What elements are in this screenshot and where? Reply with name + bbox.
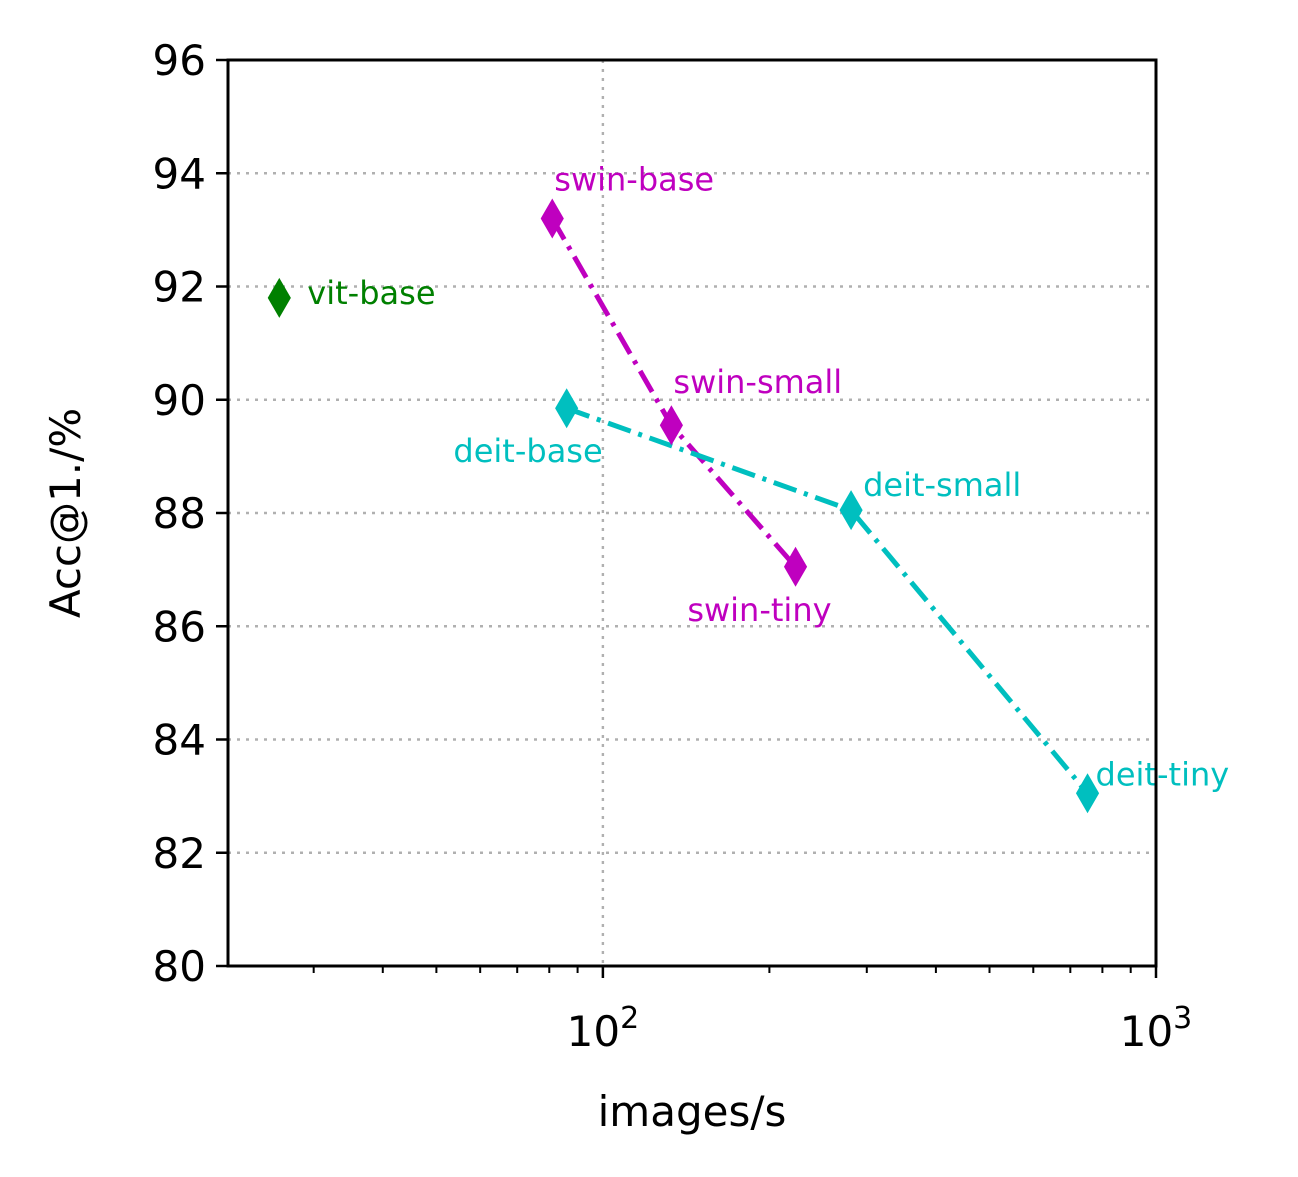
y-tick-label: 86	[153, 602, 206, 651]
point-label: swin-small	[673, 363, 842, 401]
point-marker	[839, 490, 863, 531]
grid-lines	[228, 60, 1156, 966]
point-marker	[783, 546, 808, 587]
point-label: swin-base	[554, 161, 714, 199]
point-marker	[267, 277, 291, 318]
point-label: deit-small	[863, 466, 1021, 504]
y-axis-label: Acc@1./%	[41, 408, 90, 618]
series-markers	[267, 198, 1100, 814]
point-label: swin-tiny	[687, 591, 831, 629]
y-tick-label: 94	[153, 149, 206, 198]
axes: 80 82 84 86 88 90 92 94 96 102 103	[153, 36, 1193, 1056]
y-tick-label: 88	[153, 489, 206, 538]
y-tick-label: 84	[153, 716, 206, 765]
series-lines	[550, 217, 1090, 795]
y-tick-label: 90	[153, 376, 206, 425]
y-tick-label: 82	[153, 829, 206, 878]
point-marker	[555, 388, 579, 429]
y-tick-label: 92	[153, 263, 206, 312]
series-line	[565, 405, 1090, 795]
y-tick-label: 80	[153, 942, 206, 991]
point-labels: swin-base swin-small swin-tiny deit-base dei…	[307, 161, 1229, 794]
x-axis-label: images/s	[598, 1087, 787, 1136]
point-marker	[659, 405, 683, 446]
x-tick-label: 103	[1120, 1001, 1193, 1056]
point-label: deit-tiny	[1096, 755, 1230, 793]
x-tick-label: 102	[567, 1001, 640, 1056]
point-marker	[1075, 773, 1100, 814]
point-marker	[540, 198, 564, 239]
point-label: deit-base	[453, 432, 602, 470]
y-tick-label: 96	[153, 36, 206, 85]
point-label: vit-base	[307, 274, 435, 312]
